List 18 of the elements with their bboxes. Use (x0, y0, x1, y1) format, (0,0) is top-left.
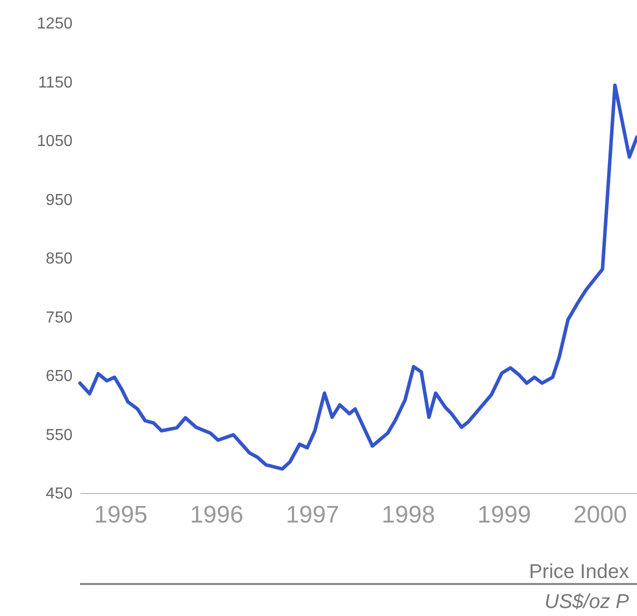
x-tick-label: 2000 (573, 502, 627, 528)
y-tick-label: 950 (46, 192, 73, 209)
x-tick-label: 1997 (286, 502, 340, 528)
y-tick-label: 850 (46, 250, 73, 268)
y-tick-label: 1050 (36, 133, 73, 150)
y-tick-label: 450 (46, 486, 73, 502)
y-tick-label: 550 (46, 426, 73, 444)
y-tick-label: 750 (46, 309, 73, 326)
line-series (78, 84, 637, 471)
text: US$/oz P (544, 591, 629, 614)
x-tick-label: 1999 (478, 502, 531, 528)
y-tick-label: 1250 (36, 16, 73, 32)
x-tick-label: 1995 (94, 502, 148, 528)
y-tick-label: 1150 (38, 74, 73, 92)
text: Price Index (528, 561, 629, 584)
x-tick-label: 1998 (382, 502, 436, 528)
y-tick-label: 650 (46, 368, 73, 385)
x-tick-label: 1996 (190, 502, 244, 528)
